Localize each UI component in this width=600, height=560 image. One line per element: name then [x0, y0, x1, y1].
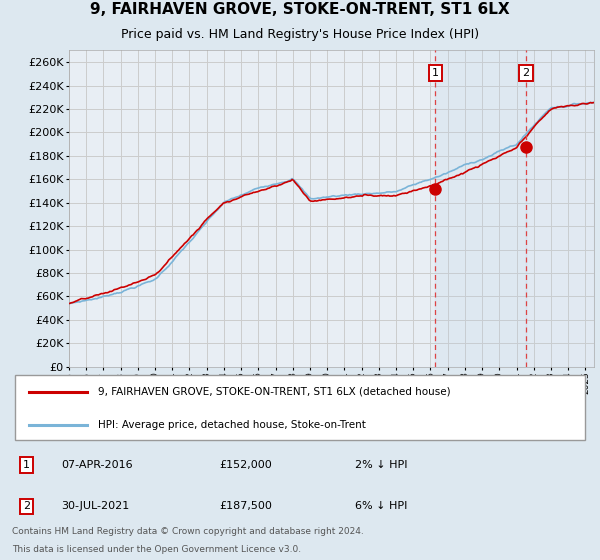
Text: 2: 2 — [522, 68, 529, 78]
Text: £152,000: £152,000 — [220, 460, 272, 470]
Text: This data is licensed under the Open Government Licence v3.0.: This data is licensed under the Open Gov… — [12, 545, 301, 554]
Text: Contains HM Land Registry data © Crown copyright and database right 2024.: Contains HM Land Registry data © Crown c… — [12, 527, 364, 536]
Text: 1: 1 — [431, 68, 439, 78]
Text: 9, FAIRHAVEN GROVE, STOKE-ON-TRENT, ST1 6LX (detached house): 9, FAIRHAVEN GROVE, STOKE-ON-TRENT, ST1 … — [98, 387, 451, 397]
Text: 07-APR-2016: 07-APR-2016 — [61, 460, 133, 470]
Text: 1: 1 — [23, 460, 30, 470]
Bar — [435, 50, 526, 367]
FancyBboxPatch shape — [15, 375, 585, 440]
Text: 2: 2 — [23, 501, 30, 511]
Text: Price paid vs. HM Land Registry's House Price Index (HPI): Price paid vs. HM Land Registry's House … — [121, 27, 479, 41]
Text: £187,500: £187,500 — [220, 501, 272, 511]
Text: 6% ↓ HPI: 6% ↓ HPI — [355, 501, 407, 511]
Text: 9, FAIRHAVEN GROVE, STOKE-ON-TRENT, ST1 6LX: 9, FAIRHAVEN GROVE, STOKE-ON-TRENT, ST1 … — [90, 2, 510, 17]
Text: 30-JUL-2021: 30-JUL-2021 — [61, 501, 129, 511]
Text: HPI: Average price, detached house, Stoke-on-Trent: HPI: Average price, detached house, Stok… — [98, 420, 366, 430]
Text: 2% ↓ HPI: 2% ↓ HPI — [355, 460, 407, 470]
Bar — [526, 50, 594, 367]
